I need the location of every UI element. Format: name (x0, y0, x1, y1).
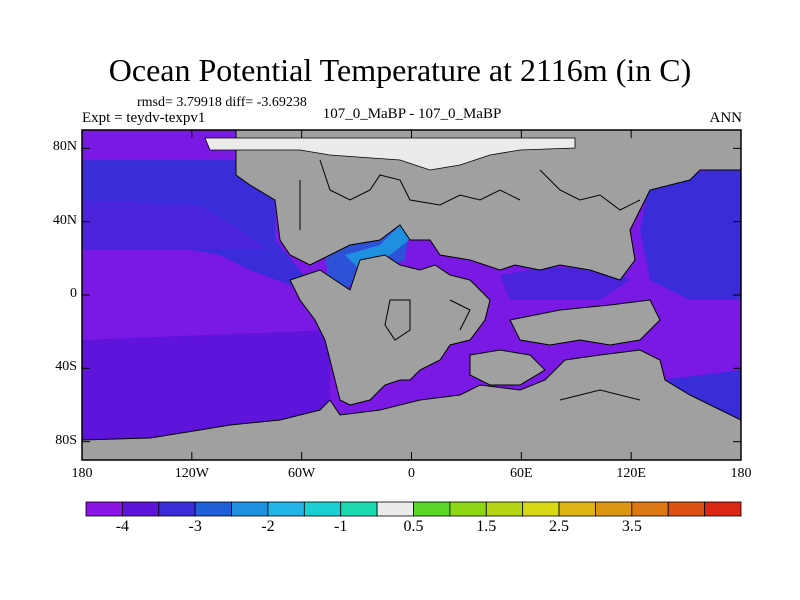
colorbar-swatch (85, 501, 123, 517)
colorbar-label: 2.5 (549, 518, 570, 535)
colorbar-swatch (121, 501, 160, 517)
coastline-outlines (299, 159, 641, 401)
x-tick-label: 120E (616, 466, 646, 481)
land-masses (82, 130, 741, 460)
colorbar-swatch (595, 501, 633, 517)
colorbar-label: -2 (261, 518, 275, 535)
colorbar-swatch (449, 501, 487, 517)
colorbar-label: -1 (334, 518, 348, 535)
colorbar-swatch (231, 501, 269, 517)
colorbar-swatch (194, 501, 232, 517)
season-label: ANN (709, 110, 743, 126)
colorbar-swatch (413, 501, 451, 517)
y-tick-label: 80S (55, 432, 77, 448)
eastern-continent-land (509, 299, 661, 346)
polar-ice-cap (204, 137, 576, 171)
colorbar-label: -3 (188, 518, 202, 535)
colorbar-swatch (485, 501, 524, 517)
colorbar-swatch (340, 501, 378, 517)
east-pacific-blue (640, 165, 741, 300)
colorbar-swatch (267, 501, 305, 517)
colorbar-label: -4 (115, 518, 130, 535)
colorbar-swatch (704, 501, 742, 517)
colorbar-swatch (631, 501, 669, 517)
rmsd-diff-stats: rmsd= 3.79918 diff= -3.69238 (137, 95, 307, 110)
atlantic-cyan-strip (345, 215, 415, 270)
north-america-land (235, 130, 741, 281)
x-tick-label: 180 (730, 466, 752, 481)
x-tick-label: 60W (288, 466, 316, 481)
x-tick-label: 120W (174, 466, 209, 481)
southern-land (82, 349, 741, 460)
plot-title: Ocean Potential Temperature at 2116m (in… (108, 52, 692, 88)
colorbar-swatch (303, 501, 342, 517)
colorbar-label: 0.5 (403, 518, 424, 535)
colorbar-label: 3.5 (621, 518, 642, 535)
x-tick-label: 60E (510, 466, 533, 481)
y-tick-label: 80N (52, 139, 77, 155)
south-america-land (289, 254, 491, 406)
colorbar-label: 1.5 (476, 518, 497, 535)
southern-pacific-blue (82, 330, 330, 440)
axis-ticks (81, 130, 742, 460)
colorbar (85, 501, 742, 517)
colorbar-swatch (558, 501, 596, 517)
colorbar-swatch (376, 501, 414, 517)
indian-ocean-blue (500, 268, 630, 300)
experiment-label: Expt = teydv-texpv1 (82, 110, 206, 126)
southern-island-land (469, 349, 546, 386)
colorbar-swatch (158, 501, 196, 517)
y-tick-label: 40S (55, 359, 77, 375)
period-label: 107_0_MaBP - 107_0_MaBP (322, 106, 502, 122)
colorbar-swatch (667, 501, 706, 517)
x-tick-label: 180 (71, 466, 93, 481)
y-tick-label: 40N (52, 212, 77, 228)
colorbar-swatch (522, 501, 560, 517)
y-tick-label: 0 (70, 286, 77, 301)
x-tick-label: 0 (408, 466, 415, 481)
north-pacific-deep-blue (82, 200, 270, 250)
